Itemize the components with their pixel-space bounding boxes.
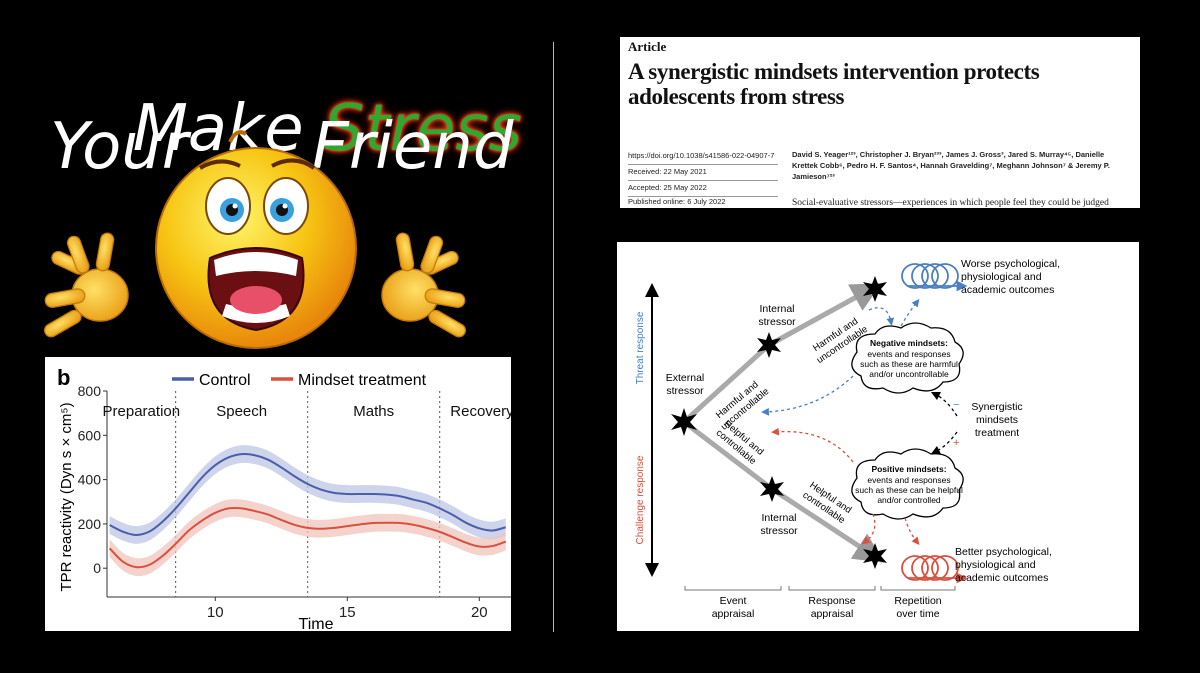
- threat-label: Threat response: [635, 311, 646, 384]
- tpr-reactivity-chart: b Control Mindset treatment TPR reactivi…: [45, 357, 514, 633]
- stage-brackets: [684, 586, 956, 591]
- burst-better: [863, 543, 887, 569]
- right-hand: [381, 232, 466, 338]
- x-tick-label: 15: [339, 604, 356, 621]
- article-abstract: Social-evaluative stressors—experiences …: [792, 198, 1109, 208]
- phase-label: Maths: [353, 403, 394, 420]
- article-accepted: Accepted: 25 May 2022: [628, 183, 707, 192]
- article-doi[interactable]: https://doi.org/10.1038/s41586-022-04907…: [628, 151, 775, 160]
- y-tick-label: 800: [78, 383, 102, 399]
- x-axis-label: Time: [299, 616, 334, 631]
- internal-stressor-bottom: Internal stressor: [760, 512, 798, 537]
- burst-worse: [863, 276, 887, 302]
- worse-outcomes: Worse psychological, physiological and aca…: [961, 258, 1060, 296]
- y-tick-label: 600: [78, 427, 102, 443]
- negative-mindsets-cloud: Negative mindsets: events and responses s…: [851, 322, 964, 394]
- positive-mindsets-cloud: Positive mindsets: events and responses s…: [851, 448, 964, 520]
- title-word-friend: Friend: [312, 110, 514, 184]
- negative-mindsets-title: Negative mindsets:: [870, 338, 948, 348]
- article-kicker: Article: [628, 39, 667, 54]
- meta-rule: [628, 164, 778, 165]
- harmful-label-1: Harmful anduncontrollable: [711, 377, 771, 433]
- title-stress: Stress: [323, 92, 522, 166]
- panel-label: b: [57, 365, 70, 390]
- vertical-divider: [553, 42, 554, 632]
- x-tick-label: 10: [207, 604, 224, 621]
- plus-sign: +: [953, 437, 959, 449]
- chart-svg: b Control Mindset treatment TPR reactivi…: [57, 365, 514, 633]
- challenge-label: Challenge response: [635, 455, 646, 544]
- stage-response: Response appraisal: [808, 595, 855, 620]
- positive-mindsets-title: Positive mindsets:: [871, 464, 946, 474]
- burst-internal-bottom: [760, 476, 784, 502]
- y-axis-label: TPR reactivity (Dyn s × cm⁵): [58, 402, 75, 591]
- minus-sign: −: [953, 399, 959, 411]
- confidence-band: [109, 499, 506, 577]
- x-tick-label: 20: [471, 604, 488, 621]
- synergistic-treatment: Synergistic mindsets treatment: [971, 401, 1022, 439]
- screaming-emoji-icon: [44, 130, 466, 349]
- stage-repetition: Repetition over time: [894, 595, 941, 620]
- better-outcomes: Better psychological, physiological and ac…: [955, 546, 1052, 584]
- left-hand: [44, 232, 129, 338]
- title-line-1: Make Stress: [92, 33, 522, 161]
- challenge-spiral-icon: [901, 555, 968, 584]
- phase-label: Recovery: [450, 403, 511, 420]
- y-tick-label: 0: [93, 560, 101, 576]
- mindset-diagram: Threat response Challenge response Exter…: [617, 242, 1139, 631]
- positive-mindsets-body: events and responses such as these can be…: [855, 475, 963, 505]
- legend-control: Control: [199, 372, 251, 389]
- article-header: Article A synergistic mindsets intervent…: [620, 37, 1140, 208]
- title-word-your: Your: [50, 110, 189, 184]
- article-authors: David S. Yeager¹²³, Christopher J. Bryan…: [792, 150, 1110, 181]
- article-title: A synergistic mindsets intervention prot…: [628, 59, 1040, 109]
- helpful-label-2: Helpful andcontrollable: [800, 480, 853, 526]
- threat-spiral-icon: [901, 263, 968, 292]
- negative-mindsets-body: events and responses such as these are ha…: [860, 349, 958, 379]
- phase-label: Speech: [216, 403, 267, 420]
- helpful-label-1: Helpful andcontrollable: [714, 418, 766, 467]
- external-stressor: External stressor: [666, 372, 705, 397]
- legend-mindset: Mindset treatment: [298, 372, 427, 389]
- stage-event: Event appraisal: [712, 595, 755, 620]
- chart-legend: Control Mindset treatment: [172, 372, 427, 389]
- y-tick-label: 400: [78, 472, 102, 488]
- meta-rule: [628, 180, 778, 181]
- phase-label: Preparation: [103, 403, 181, 420]
- burst-internal-top: [757, 332, 781, 358]
- series-line: [109, 453, 506, 536]
- y-tick-label: 200: [78, 516, 102, 532]
- series-line: [108, 506, 507, 569]
- article-published: Published online: 6 July 2022: [628, 197, 726, 206]
- burst-external: [671, 408, 697, 436]
- meta-rule: [628, 196, 778, 197]
- internal-stressor-top: Internal stressor: [758, 303, 796, 328]
- article-received: Received: 22 May 2021: [628, 167, 707, 176]
